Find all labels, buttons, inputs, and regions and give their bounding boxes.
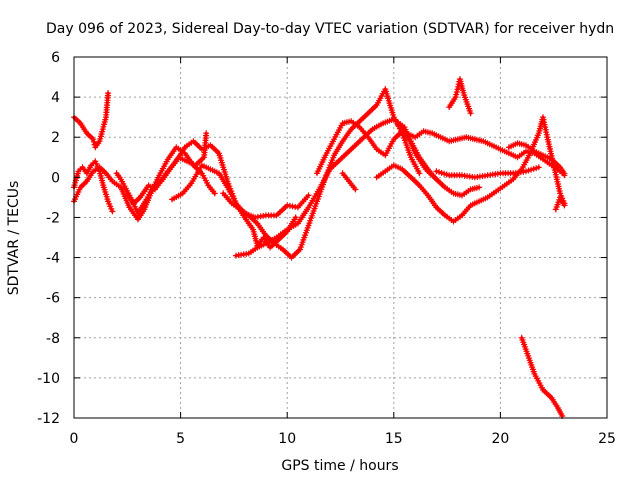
y-tick-label: 0 (51, 170, 60, 186)
series-s5 (113, 130, 210, 217)
y-tick-label: -4 (46, 251, 60, 267)
y-tick-label: -10 (37, 371, 60, 387)
x-tick-label: 0 (70, 431, 79, 447)
plus-markers (395, 122, 568, 179)
plus-markers (433, 164, 542, 181)
plus-markers (518, 334, 566, 419)
series-s8 (220, 86, 423, 261)
series-s16 (552, 194, 568, 213)
series-s17 (518, 334, 566, 419)
plot-frame (73, 56, 608, 419)
y-tick-label: 2 (51, 130, 60, 146)
plus-markers (314, 118, 483, 199)
y-tick-label: -8 (46, 331, 60, 347)
y-axis-title: SDTVAR / TECUs (6, 181, 22, 296)
x-tick-label: 10 (278, 431, 296, 447)
series-s10 (339, 170, 359, 193)
data-series (71, 76, 568, 419)
y-tick-label: 6 (51, 50, 60, 66)
plus-markers (71, 90, 112, 151)
plus-markers (552, 194, 568, 213)
plus-markers (71, 144, 218, 223)
series-s2 (71, 158, 116, 215)
x-tick-label: 20 (491, 431, 509, 447)
y-tick-label: -6 (46, 291, 60, 307)
grid-lines (74, 57, 607, 418)
series-s14 (446, 76, 474, 117)
series-s1 (71, 90, 112, 151)
y-tick-label: 4 (51, 90, 60, 106)
y-tick-label: -2 (46, 210, 60, 226)
plus-markers (505, 140, 568, 177)
series-s13 (433, 164, 542, 181)
plus-markers (446, 76, 474, 117)
plus-markers (220, 86, 423, 261)
series-s12 (395, 122, 568, 179)
series-s3 (71, 144, 218, 223)
series-s15 (505, 140, 568, 177)
x-tick-label: 5 (176, 431, 185, 447)
x-axis-title: GPS time / hours (281, 458, 398, 474)
series-s9 (314, 118, 483, 199)
x-tick-label: 15 (385, 431, 403, 447)
x-tick-label: 25 (598, 431, 616, 447)
plus-markers (113, 130, 210, 217)
series-line (125, 139, 298, 249)
plus-markers (71, 158, 116, 215)
plus-markers (339, 170, 359, 193)
chart-title: Day 096 of 2023, Sidereal Day-to-day VTE… (46, 21, 614, 37)
y-tick-label: -12 (37, 411, 60, 427)
